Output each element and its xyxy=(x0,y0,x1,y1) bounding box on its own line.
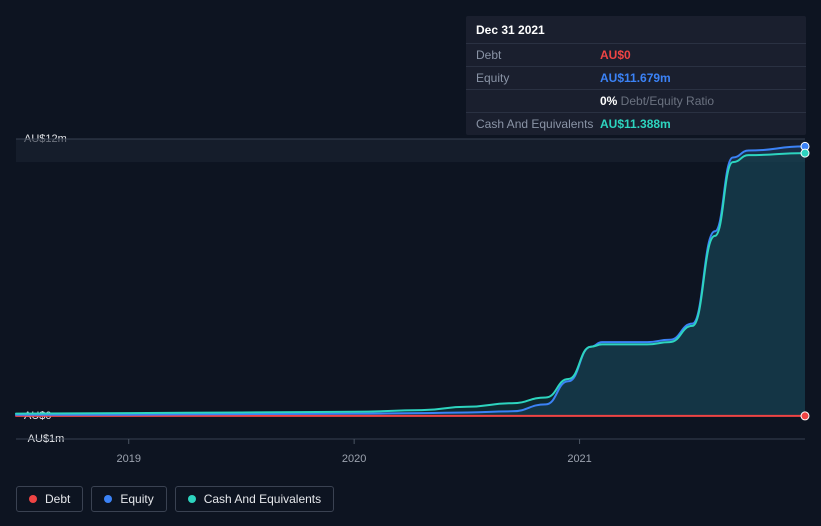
tooltip-row: 0% Debt/Equity Ratio xyxy=(466,90,806,113)
legend-item-cash-and-equivalents[interactable]: Cash And Equivalents xyxy=(175,486,334,512)
x-axis-tick-label: 2021 xyxy=(567,453,591,465)
x-axis-tick-label: 2020 xyxy=(342,453,366,465)
tooltip-row-label: Equity xyxy=(476,71,600,85)
tooltip-panel: Dec 31 2021 DebtAU$0EquityAU$11.679m0% D… xyxy=(466,16,806,135)
tooltip-row-value: AU$0 xyxy=(600,48,631,62)
tooltip-row-label: Debt xyxy=(476,48,600,62)
legend-dot-icon xyxy=(104,495,112,503)
legend-dot-icon xyxy=(29,495,37,503)
chart-svg[interactable] xyxy=(16,139,805,439)
legend-item-equity[interactable]: Equity xyxy=(91,486,166,512)
legend-item-label: Cash And Equivalents xyxy=(204,492,321,506)
legend-item-label: Equity xyxy=(120,492,153,506)
legend-item-debt[interactable]: Debt xyxy=(16,486,83,512)
tooltip-date: Dec 31 2021 xyxy=(466,16,806,44)
tooltip-row-label xyxy=(476,94,600,108)
chart-area: AU$12mAU$0-AU$1m 201920202021 xyxy=(16,125,805,475)
tooltip-row: DebtAU$0 xyxy=(466,44,806,67)
legend-dot-icon xyxy=(188,495,196,503)
tooltip-rows: DebtAU$0EquityAU$11.679m0% Debt/Equity R… xyxy=(466,44,806,135)
x-axis-tick-label: 2019 xyxy=(116,453,140,465)
legend-item-label: Debt xyxy=(45,492,70,506)
tooltip-row-value: 0% Debt/Equity Ratio xyxy=(600,94,714,108)
tooltip-row: EquityAU$11.679m xyxy=(466,67,806,90)
legend: Debt Equity Cash And Equivalents xyxy=(16,486,334,512)
tooltip-row-value: AU$11.679m xyxy=(600,71,671,85)
